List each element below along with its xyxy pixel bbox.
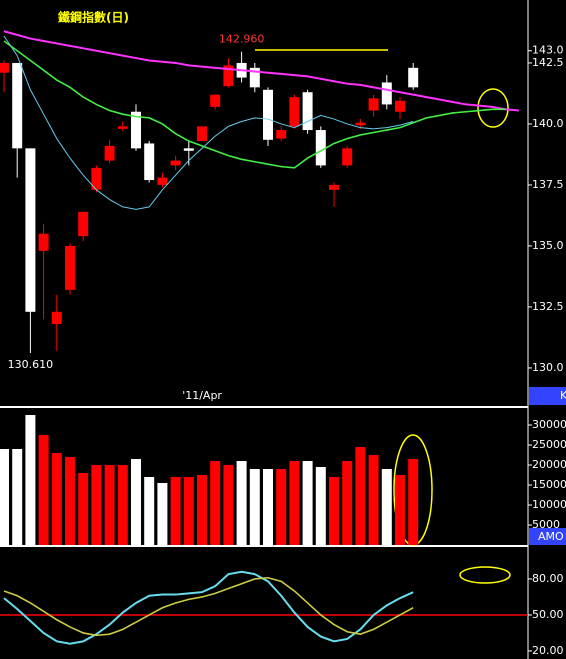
volume-bar (249, 469, 260, 545)
candle-body (78, 211, 89, 237)
candle-body (183, 148, 194, 151)
volume-bar (263, 469, 273, 545)
panel-label-box (529, 387, 566, 405)
y-tick-label: 135.0 (532, 239, 564, 252)
candle-body (38, 233, 49, 251)
y-tick-label: 80.00 (532, 572, 564, 585)
candle-body (144, 143, 155, 181)
volume-bar (210, 461, 221, 545)
volume-bar (236, 461, 247, 545)
candle-body (104, 145, 115, 161)
candle-body (276, 130, 287, 139)
candle-body (25, 148, 36, 312)
y-tick-label: 50.00 (532, 608, 564, 621)
volume-bar (329, 477, 339, 545)
y-tick-label: 25000 (532, 438, 566, 451)
candle-body (197, 126, 207, 142)
volume-bar (223, 465, 234, 545)
highlight-ellipse (477, 88, 509, 128)
candle-body (131, 111, 141, 149)
volume-bar (144, 477, 155, 545)
candle-body (381, 82, 392, 105)
value-annotation: 130.610 (8, 358, 54, 371)
panel-label: AMO (538, 530, 564, 543)
volume-bar (395, 475, 405, 545)
volume-bar (342, 461, 353, 545)
candle-body (395, 100, 405, 112)
y-tick-label: 10000 (532, 498, 566, 511)
panel-label-box (529, 528, 566, 545)
y-tick-label: 142.5 (532, 56, 564, 69)
volume-bar (315, 467, 326, 545)
volume-bar (276, 469, 287, 545)
indicator-line (3, 40, 506, 169)
candle-body (263, 89, 273, 140)
volume-bar (289, 461, 300, 545)
volume-bar (197, 475, 207, 545)
y-tick-label: 5000 (532, 518, 560, 531)
y-tick-label: 130.0 (532, 361, 564, 374)
volume-bar (91, 465, 102, 545)
candle-body (157, 177, 168, 185)
x-tick-label: '11/Apr (182, 389, 222, 402)
y-tick-label: 137.5 (532, 178, 564, 191)
volume-bar (157, 483, 168, 545)
y-tick-label: 15000 (532, 478, 566, 491)
candle-body (65, 245, 75, 290)
candle-body (249, 67, 260, 88)
y-tick-label: 20000 (532, 458, 566, 471)
value-annotation: 142.960 (219, 33, 265, 46)
candle-body (51, 311, 62, 325)
y-tick-label: 30000 (532, 418, 566, 431)
candle-body (408, 67, 419, 88)
volume-bar (104, 465, 115, 545)
candle-body (302, 92, 313, 131)
volume-bar (12, 449, 23, 545)
chart-title: 鐵鋼指數(日) (58, 10, 129, 25)
y-tick-label: 140.0 (532, 117, 564, 130)
highlight-ellipse (459, 566, 511, 584)
volume-bar (183, 477, 194, 545)
y-tick-label: 20.00 (532, 644, 564, 657)
candle-body (368, 98, 379, 111)
volume-bar (38, 435, 49, 545)
candle-body (210, 94, 221, 107)
candle-body (329, 184, 339, 190)
candle-body (91, 167, 102, 190)
indicator-line (3, 30, 519, 112)
volume-bar (381, 469, 392, 545)
volume-bar (408, 459, 419, 545)
volume-bar (368, 455, 379, 545)
indicator-line (3, 35, 414, 210)
candle-body (342, 148, 353, 166)
volume-bar (355, 447, 366, 545)
volume-bar (25, 415, 36, 545)
candle-body (355, 122, 366, 126)
candle-body (170, 160, 181, 166)
candle-body (117, 126, 128, 129)
volume-bar (0, 449, 9, 545)
candle-body (12, 62, 23, 149)
candle-body (223, 65, 234, 87)
candle-body (315, 130, 326, 166)
volume-bar (117, 465, 128, 545)
volume-bar (78, 473, 89, 545)
candle-body (0, 62, 9, 73)
volume-bar (65, 457, 75, 545)
volume-bar (170, 477, 181, 545)
indicator-line (3, 576, 414, 637)
y-tick-label: 132.5 (532, 300, 564, 313)
indicator-line (3, 570, 414, 645)
panel-label: K (560, 389, 566, 402)
candle-body (289, 97, 300, 127)
volume-bar (51, 453, 62, 545)
volume-bar (302, 461, 313, 545)
y-tick-label: 143.0 (532, 44, 564, 57)
volume-bar (131, 459, 141, 545)
